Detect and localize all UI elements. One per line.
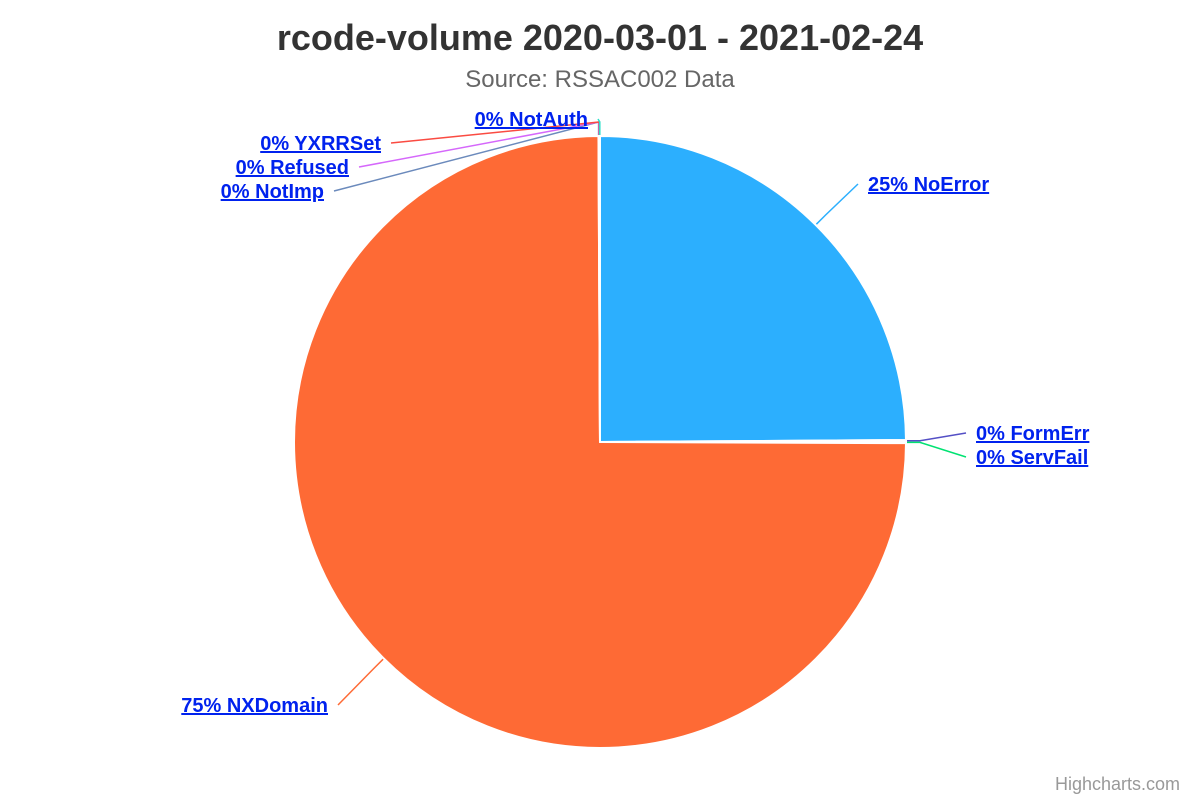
chart-subtitle: Source: RSSAC002 Data — [465, 66, 735, 93]
data-label-yxrrset[interactable]: 0% YXRRSet — [260, 133, 381, 155]
data-label-noerror[interactable]: 25% NoError — [868, 174, 989, 196]
credits-link[interactable]: Highcharts.com — [1055, 774, 1180, 794]
connector-nxdomain — [337, 658, 384, 706]
data-label-nxdomain[interactable]: 75% NXDomain — [181, 695, 328, 717]
chart-title: rcode-volume 2020-03-01 - 2021-02-24 — [277, 17, 923, 58]
data-label-servfail[interactable]: 0% ServFail — [976, 447, 1088, 469]
pie-slice-noerror[interactable] — [599, 135, 907, 443]
connector-notauth — [597, 118, 601, 135]
pie-slice-nxdomain[interactable] — [293, 135, 907, 749]
data-label-notimp[interactable]: 0% NotImp — [221, 181, 324, 203]
connector-servfail — [907, 441, 967, 458]
data-label-refused[interactable]: 0% Refused — [236, 157, 349, 179]
connector-formerr — [907, 432, 967, 442]
data-label-notauth[interactable]: 0% NotAuth — [475, 109, 588, 131]
pie-slices — [293, 134, 908, 749]
label-connectors — [333, 118, 967, 706]
data-label-formerr[interactable]: 0% FormErr — [976, 423, 1090, 445]
connector-noerror — [815, 183, 859, 225]
